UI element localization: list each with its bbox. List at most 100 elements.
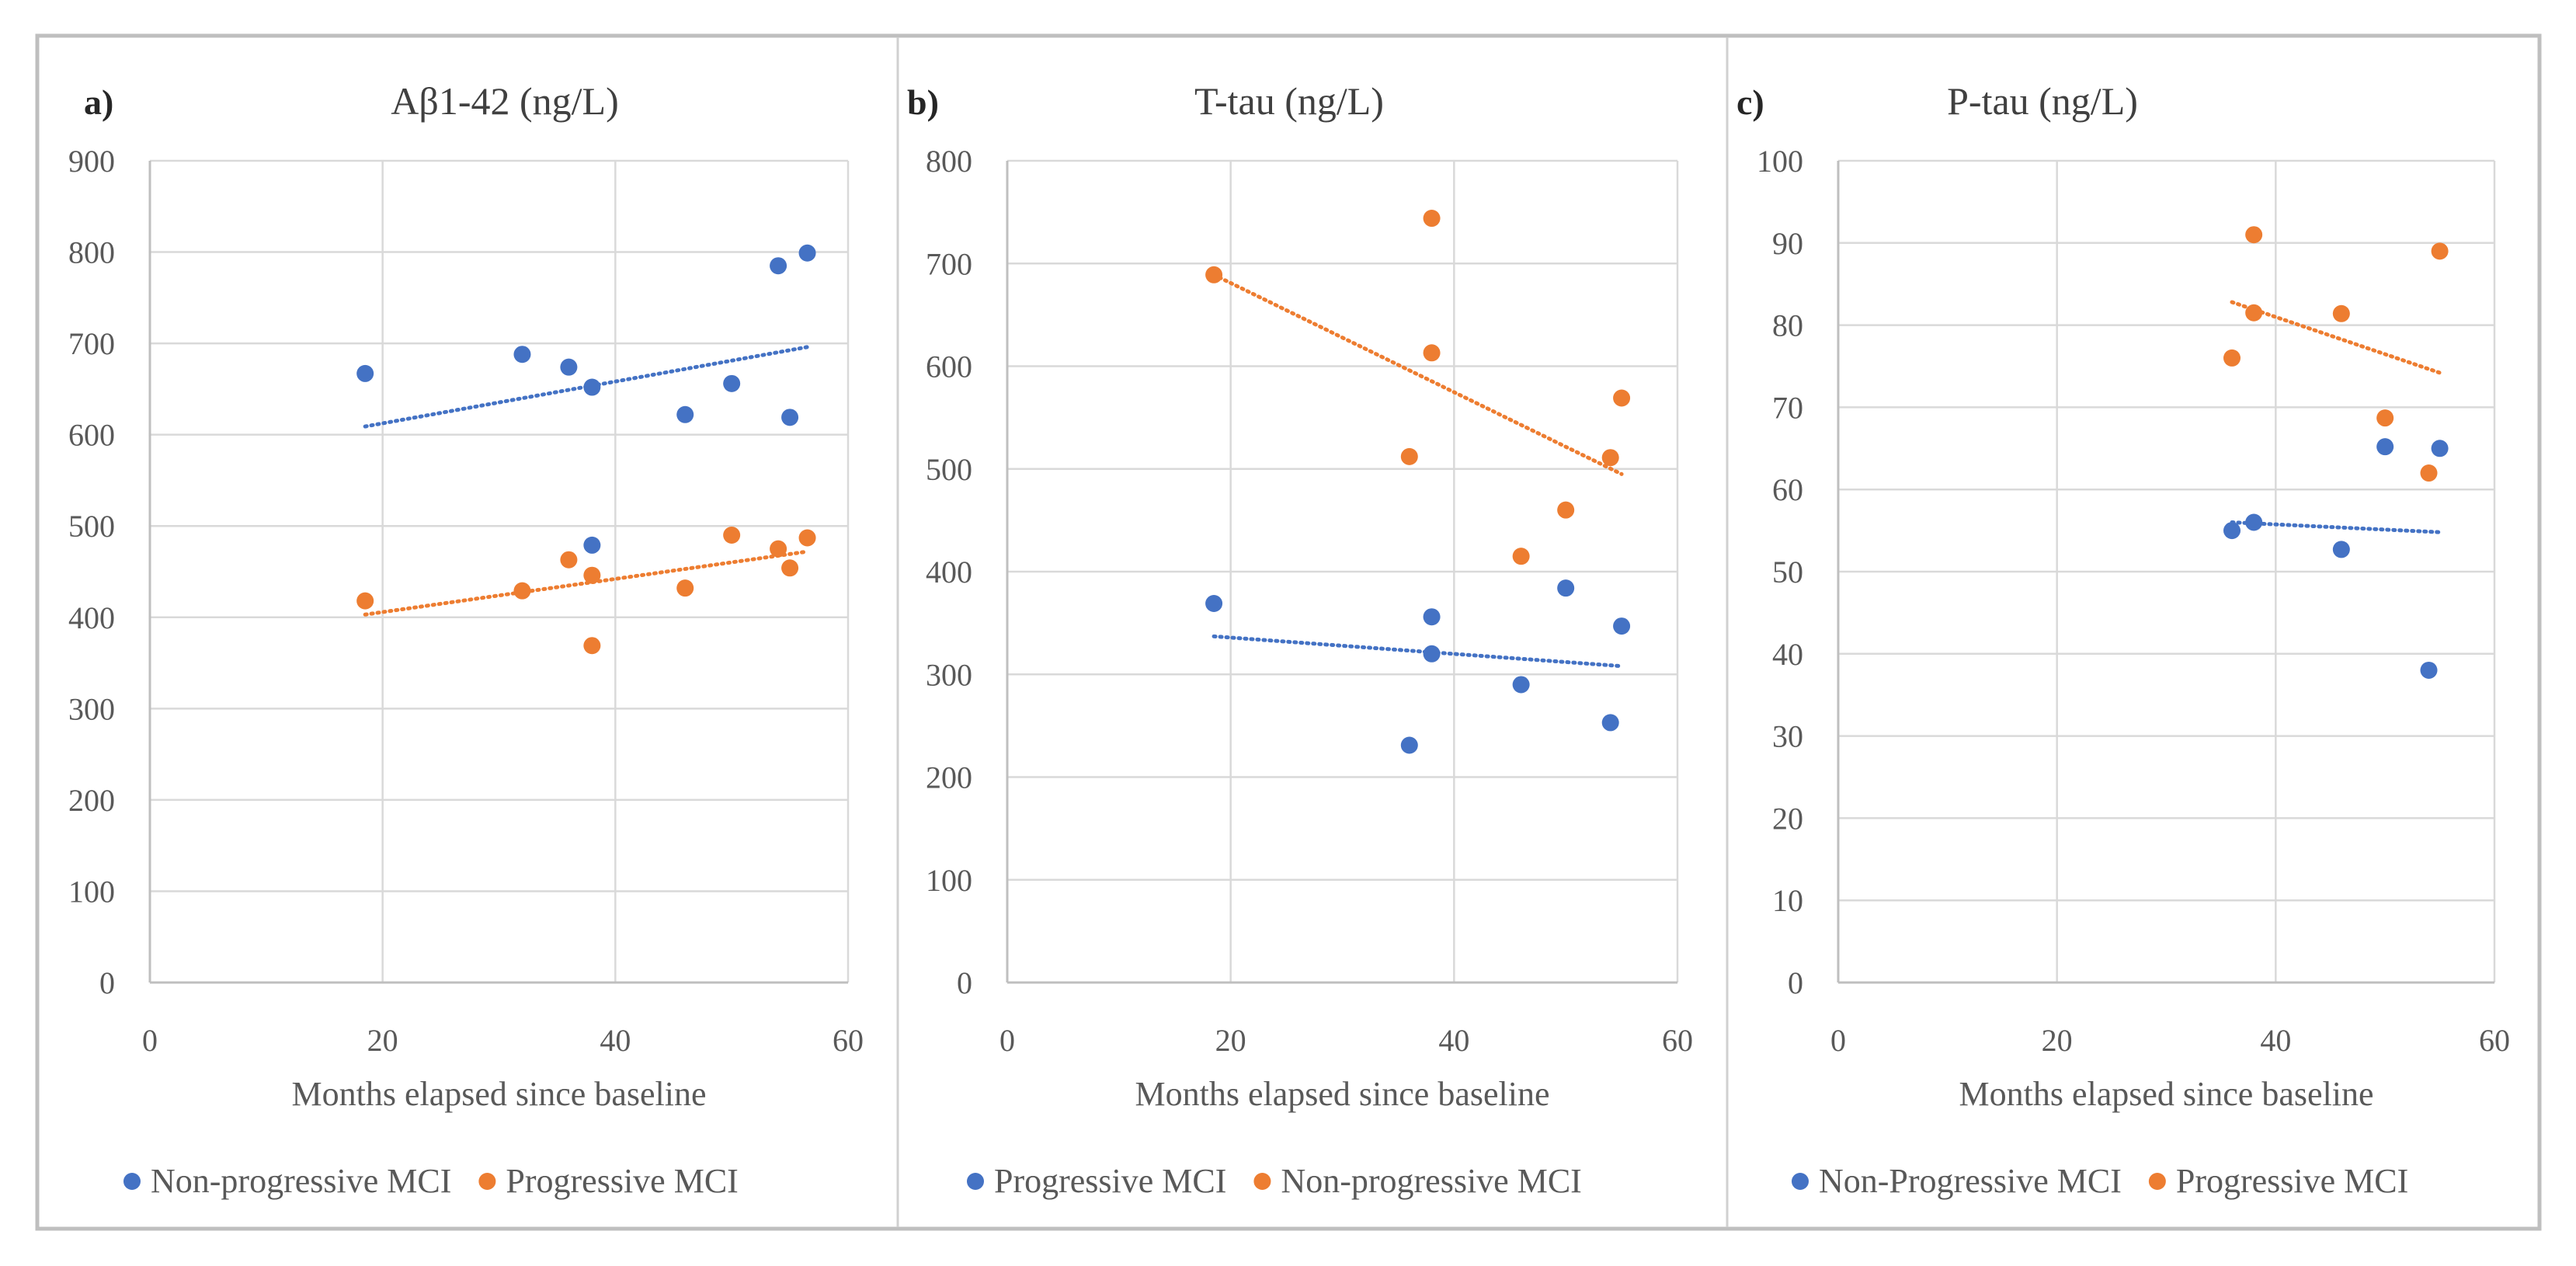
data-point — [1613, 617, 1631, 635]
data-point — [1423, 645, 1441, 663]
trendline — [1212, 273, 1624, 476]
y-tick-label: 400 — [926, 555, 972, 590]
panel-label: a) — [84, 82, 113, 122]
y-tick-label: 90 — [1772, 226, 1803, 261]
chart-title: T-tau (ng/L) — [1194, 79, 1384, 123]
panel-label: c) — [1736, 82, 1764, 122]
x-tick-label: 60 — [2479, 1023, 2510, 1058]
data-point — [676, 405, 694, 423]
data-point — [1400, 447, 1418, 465]
chart-title: P-tau (ng/L) — [1947, 79, 2138, 123]
data-point — [1205, 594, 1223, 612]
y-tick-label: 700 — [68, 326, 115, 361]
data-point — [1613, 389, 1631, 407]
data-point — [1423, 344, 1441, 362]
y-tick-label: 50 — [1772, 555, 1803, 590]
legend-label: Progressive MCI — [994, 1162, 1226, 1200]
data-point — [2420, 661, 2438, 679]
chart-panel-3: c) P-tau (ng/L) 0 10 20 30 40 50 60 70 80 90 100 0 20 4… — [1736, 79, 2510, 1200]
x-tick-label: 40 — [2260, 1023, 2291, 1058]
y-tick-label: 700 — [926, 246, 972, 281]
data-point — [2245, 226, 2263, 244]
data-point — [2431, 242, 2449, 260]
data-point — [583, 566, 601, 584]
data-point — [1601, 714, 1619, 732]
x-tick-label: 20 — [367, 1023, 398, 1058]
data-point — [2420, 464, 2438, 482]
chart-title: Aβ1-42 (ng/L) — [391, 79, 618, 123]
x-axis-title: Months elapsed since baseline — [292, 1075, 707, 1113]
chart-panel-1: a) Aβ1-42 (ng/L)0100200300400500600700800… — [68, 79, 864, 1200]
legend-marker — [967, 1173, 984, 1190]
y-tick-label: 600 — [68, 418, 115, 453]
data-point — [583, 378, 601, 396]
data-point — [1400, 736, 1418, 754]
y-tick-label: 800 — [68, 235, 115, 270]
data-point — [1512, 676, 1530, 694]
data-point — [781, 559, 799, 577]
data-point — [2245, 513, 2263, 531]
data-point — [2376, 438, 2394, 456]
data-point — [583, 536, 601, 554]
data-point — [2223, 522, 2241, 540]
data-point — [1601, 449, 1619, 467]
data-point — [2332, 541, 2350, 558]
data-point — [1423, 210, 1441, 228]
trendline — [1212, 634, 1624, 669]
x-tick-label: 0 — [1830, 1023, 1846, 1058]
x-axis-title: Months elapsed since baseline — [1135, 1075, 1550, 1113]
y-tick-label: 0 — [99, 965, 115, 1000]
data-point — [513, 582, 531, 600]
data-point — [723, 526, 741, 544]
data-point — [2223, 349, 2241, 367]
data-point — [1512, 548, 1530, 565]
data-point — [560, 358, 578, 376]
trendline — [2230, 300, 2442, 375]
series-2 — [1205, 210, 1631, 565]
trendline — [2230, 520, 2442, 534]
legend-label: Non-progressive MCI — [151, 1162, 451, 1200]
data-point — [2245, 304, 2263, 322]
x-tick-label: 0 — [999, 1023, 1015, 1058]
y-tick-label: 100 — [926, 863, 972, 898]
data-point — [770, 540, 787, 558]
y-tick-label: 800 — [926, 144, 972, 179]
data-point — [2431, 440, 2449, 457]
x-tick-label: 20 — [1215, 1023, 1246, 1058]
figure-border — [35, 33, 2542, 1231]
data-point — [676, 579, 694, 597]
y-tick-label: 200 — [68, 783, 115, 818]
data-point — [781, 409, 799, 426]
data-point — [798, 244, 816, 262]
series-1 — [356, 244, 816, 554]
x-tick-label: 40 — [1438, 1023, 1469, 1058]
y-tick-label: 500 — [68, 509, 115, 544]
data-point — [2376, 409, 2394, 427]
legend-label: Non-progressive MCI — [1281, 1162, 1581, 1200]
y-tick-label: 10 — [1772, 883, 1803, 918]
y-tick-label: 600 — [926, 350, 972, 384]
data-point — [560, 551, 578, 569]
x-tick-label: 40 — [600, 1023, 631, 1058]
y-tick-label: 300 — [68, 691, 115, 726]
series-2 — [2223, 226, 2449, 482]
y-tick-label: 20 — [1772, 801, 1803, 836]
legend-label: Progressive MCI — [506, 1162, 738, 1200]
data-point — [1423, 608, 1441, 626]
y-tick-label: 100 — [68, 874, 115, 909]
data-point — [798, 529, 816, 547]
y-tick-label: 60 — [1772, 472, 1803, 507]
y-tick-label: 40 — [1772, 637, 1803, 672]
data-point — [2332, 304, 2350, 322]
y-tick-label: 0 — [1788, 965, 1803, 1000]
x-axis-title: Months elapsed since baseline — [1959, 1075, 2374, 1113]
data-point — [583, 637, 601, 655]
legend-marker — [2148, 1173, 2166, 1190]
data-point — [1557, 501, 1575, 519]
y-tick-label: 100 — [1757, 144, 1803, 179]
chart-panel-2: b) T-tau (ng/L) 0 100 200 300 400 500 600 700 800 0… — [907, 79, 1693, 1200]
y-tick-label: 200 — [926, 760, 972, 795]
x-tick-label: 0 — [142, 1023, 158, 1058]
legend-marker — [478, 1173, 496, 1190]
